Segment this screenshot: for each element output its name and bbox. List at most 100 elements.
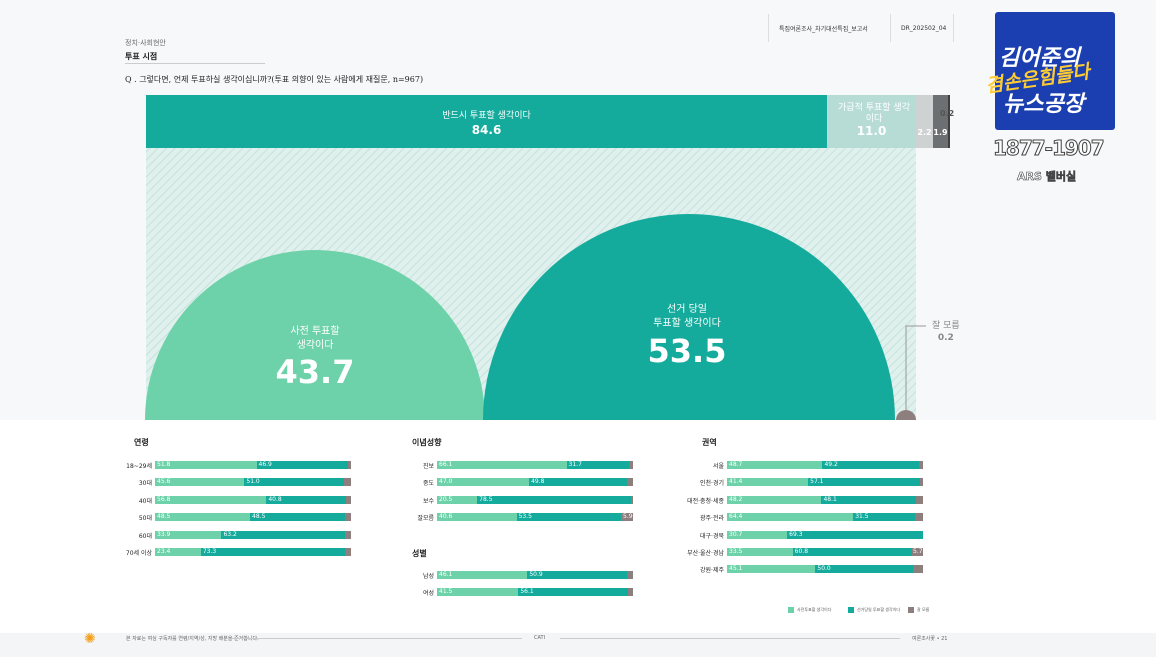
day-segment [250, 513, 346, 522]
seg2-label: 가급적 투표할 생각이다 [838, 103, 910, 124]
seg5-value: 0.2 [940, 109, 955, 118]
breakdown-row-label: 여성 [422, 590, 434, 598]
day-value-label: 31.7 [568, 461, 582, 468]
early-value-label: 45.6 [157, 478, 171, 486]
top-bar-seg4: 1.9 [933, 95, 948, 148]
day-value-label: 48.5 [252, 513, 266, 521]
day-value-label: 49.8 [531, 478, 545, 486]
breakdown-title: 연령 [134, 438, 149, 447]
report-code-text: DR_202502_04 [901, 24, 947, 32]
day-value-label: 46.9 [258, 461, 272, 468]
top-stacked-bar: 반드시 투표할 생각이다 84.6 가급적 투표할 생각이다 11.0 2.2 … [146, 95, 950, 148]
top-bar-probably: 가급적 투표할 생각이다 11.0 [827, 95, 916, 148]
logo-line1: 김어준의 [999, 46, 1080, 71]
breakdown-row-label: 대전·충청·세종 [687, 497, 724, 505]
breakdown-bar: 30.7 69.3 [727, 530, 923, 539]
breakdown-bar: 48.2 48.1 [727, 495, 923, 504]
breakdown-bar: 56.8 40.8 [155, 495, 351, 504]
legend-early-text: 사전투표할 생각이다 [797, 607, 832, 612]
early-value-label: 66.1 [439, 461, 453, 468]
breakdown-row-label: 서울 [712, 463, 724, 470]
day-segment [566, 461, 629, 469]
breakdown-title: 권역 [702, 438, 717, 447]
breakdown-row-label: 보수 [422, 497, 434, 505]
breakdown-row-label: 인천·경기 [700, 480, 724, 488]
day-segment [518, 588, 629, 597]
early-segment [437, 588, 519, 597]
early-segment [437, 495, 478, 504]
top-bar-seg3: 2.2 [916, 95, 933, 148]
legend-early: 사전투표할 생각이다 [788, 607, 831, 613]
breakdown-row-label: 부산·울산·경남 [687, 550, 724, 557]
day-segment [821, 495, 916, 504]
footer-center: CATI [534, 635, 546, 641]
dont-know-label: 잘 모름 0.2 [932, 320, 960, 344]
dont-know-slice [896, 410, 916, 420]
seg2-value: 11.0 [856, 124, 887, 138]
day-segment [477, 495, 632, 504]
section-title: 투표 시점 [125, 52, 158, 61]
day-segment [256, 461, 349, 469]
breakdown-bar: 51.8 46.9 [155, 461, 351, 469]
dk-label: 잘 모름 [932, 321, 960, 331]
breakdown-row-label: 남성 [422, 573, 434, 580]
day-value-label: 40.8 [268, 495, 282, 503]
breakdown-bar: 48.7 49.2 [727, 461, 923, 469]
category-label: 정치·사회현안 [125, 39, 166, 47]
day-value-label: 69.3 [789, 530, 803, 538]
report-name: 특집여론조사_차기대선특집_보고서 [768, 14, 890, 42]
legend-dk-swatch [908, 607, 914, 613]
breakdown-bar: 40.6 53.5 5.9 [437, 513, 633, 522]
early-value-label: 20.5 [439, 495, 453, 503]
early-segment [727, 513, 854, 522]
breakdown-bar: 45.1 50.0 [727, 565, 923, 574]
seg3-value: 2.2 [917, 128, 932, 137]
day-value-label: 73.3 [202, 548, 217, 555]
breakdown-row-label: 중도 [422, 480, 434, 488]
logo-line3: 뉴스공장 [1003, 92, 1084, 117]
breakdown-bar: 23.4 73.3 [155, 548, 351, 556]
day-value-label: 51.0 [246, 478, 260, 486]
day-segment [527, 571, 628, 579]
day-segment [266, 495, 347, 504]
early-value-label: 41.4 [729, 478, 743, 486]
day-value-label: 50.9 [529, 571, 543, 578]
breakdown-bar: 41.4 57.1 [727, 478, 923, 487]
early-value-label: 51.8 [157, 461, 171, 468]
legend-day-text: 선거당일 투표할 생각이다 [857, 607, 901, 612]
breakdown-row-label: 진보 [422, 463, 434, 470]
breakdown-row-label: 40대 [138, 497, 152, 505]
early-segment [155, 530, 222, 539]
report-name-text: 특집여론조사_차기대선특집_보고서 [779, 25, 868, 33]
breakdown-row-label: 18~29세 [126, 463, 152, 470]
breakdown-bar: 46.1 50.9 [437, 571, 633, 579]
dk-value-label: 5.9 [623, 513, 633, 521]
early-vote-slice [145, 250, 485, 420]
logo-box [995, 12, 1115, 130]
legend-dk: 잘 모름 [908, 607, 929, 613]
early-value-label: 46.1 [439, 571, 453, 578]
vote-timing-chart [145, 148, 926, 420]
early-value-label: 47.0 [439, 478, 453, 486]
breakdown-row-label: 잘모름 [417, 515, 434, 523]
footer-divider-right [560, 638, 900, 639]
election-day-label: 선거 당일 투표할 생각이다 53.5 [617, 303, 757, 371]
logo-phone: 1877-1907 [993, 136, 1106, 161]
early-value-label: 23.4 [157, 548, 171, 555]
early-segment [437, 461, 567, 469]
early-label-line1: 사전 투표할 [290, 326, 340, 337]
day-segment [516, 513, 622, 522]
day-value: 53.5 [647, 332, 727, 370]
top-bar-seg5 [948, 95, 950, 148]
breakdown-bar: 45.6 51.0 [155, 478, 351, 487]
early-value-label: 64.4 [729, 513, 743, 521]
breakdown-bar: 20.5 78.5 [437, 495, 633, 504]
breakdown-row-label: 70세 이상 [125, 550, 152, 557]
early-segment [727, 495, 822, 504]
breakdown-bar: 33.9 63.2 [155, 530, 351, 539]
footer-divider-left [232, 638, 522, 639]
legend-day-swatch [848, 607, 854, 613]
early-segment [727, 548, 793, 556]
early-segment [155, 461, 257, 469]
day-segment [244, 478, 345, 487]
